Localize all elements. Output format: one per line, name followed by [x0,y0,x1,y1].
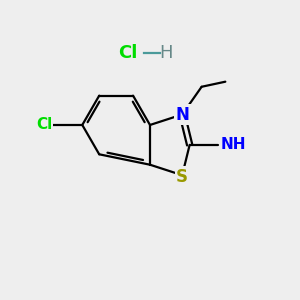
Text: H: H [159,44,173,62]
Text: Cl: Cl [118,44,138,62]
Text: Cl: Cl [36,118,52,133]
Text: NH: NH [221,137,246,152]
Text: S: S [176,168,188,186]
Text: N: N [175,106,189,124]
